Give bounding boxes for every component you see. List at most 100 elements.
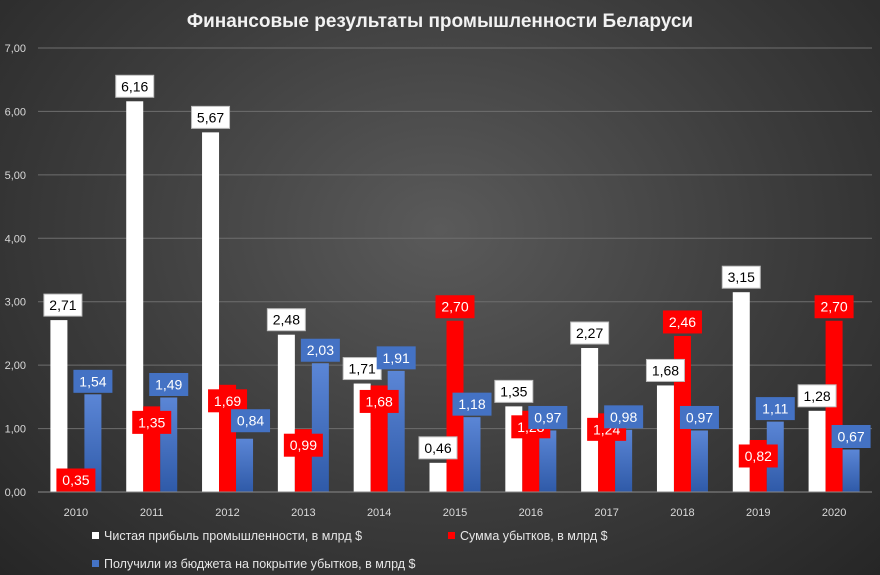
data-label-box bbox=[721, 265, 761, 289]
data-label: 1,18 bbox=[452, 392, 492, 416]
data-label-text: 2,27 bbox=[576, 325, 603, 341]
data-label: 0,46 bbox=[418, 436, 458, 460]
data-label-box bbox=[814, 295, 854, 319]
bar bbox=[387, 370, 405, 492]
data-label: 1,35 bbox=[494, 379, 534, 403]
data-label-text: 1,35 bbox=[138, 414, 165, 430]
data-label: 0,67 bbox=[831, 425, 871, 449]
data-label: 2,70 bbox=[814, 295, 854, 319]
data-label-text: 1,91 bbox=[383, 350, 410, 366]
data-label-box bbox=[191, 105, 231, 129]
data-label: 1,71 bbox=[342, 357, 382, 381]
y-tick-label: 6,00 bbox=[5, 106, 26, 118]
bar bbox=[429, 462, 447, 492]
data-label-box bbox=[418, 436, 458, 460]
bar bbox=[236, 438, 254, 492]
data-label-box bbox=[604, 405, 644, 429]
data-label-text: 2,03 bbox=[307, 342, 334, 358]
data-label: 0,97 bbox=[679, 405, 719, 429]
data-label: 1,91 bbox=[376, 346, 416, 370]
data-label: 1,68 bbox=[359, 389, 399, 413]
legend-swatch-profit bbox=[92, 532, 99, 539]
data-label-text: 1,11 bbox=[762, 401, 788, 417]
data-label: 1,49 bbox=[149, 372, 189, 396]
data-label-text: 0,84 bbox=[237, 413, 264, 429]
data-label-text: 0,97 bbox=[686, 409, 713, 425]
data-label: 2,46 bbox=[662, 310, 702, 334]
data-label: 2,48 bbox=[266, 308, 306, 332]
y-tick-label: 7,00 bbox=[5, 43, 26, 55]
bar bbox=[690, 430, 708, 492]
x-tick-label: 2014 bbox=[367, 507, 391, 519]
data-label-box bbox=[283, 433, 323, 457]
data-label: 1,35 bbox=[132, 410, 172, 434]
data-label-text: 2,71 bbox=[49, 297, 76, 313]
y-tick-label: 2,00 bbox=[5, 360, 26, 372]
data-label-text: 1,69 bbox=[214, 393, 241, 409]
data-labels: 2,71 6,16 5,67 2,48 1,71 0,46 1,35 2,27 1,68 3,15… bbox=[43, 74, 871, 492]
data-label-box bbox=[452, 392, 492, 416]
data-label: 3,15 bbox=[721, 265, 761, 289]
data-label-text: 1,49 bbox=[155, 376, 182, 392]
data-label-text: 0,67 bbox=[837, 429, 864, 445]
data-label-text: 1,18 bbox=[458, 396, 485, 412]
bar bbox=[539, 430, 557, 492]
y-tick-label: 5,00 bbox=[5, 170, 26, 182]
x-tick-label: 2013 bbox=[291, 507, 315, 519]
data-label-box bbox=[755, 397, 795, 421]
data-label-text: 3,15 bbox=[728, 269, 755, 285]
data-label-text: 1,35 bbox=[500, 383, 527, 399]
data-label: 2,70 bbox=[435, 295, 475, 319]
data-label-box bbox=[435, 295, 475, 319]
data-label-text: 0,35 bbox=[62, 472, 89, 488]
x-tick-label: 2015 bbox=[443, 507, 467, 519]
y-tick-label: 3,00 bbox=[5, 297, 26, 309]
data-label-text: 1,71 bbox=[349, 361, 376, 377]
data-label-box bbox=[528, 405, 568, 429]
data-label: 0,98 bbox=[604, 405, 644, 429]
data-label-text: 1,68 bbox=[366, 393, 393, 409]
x-tick-label: 2011 bbox=[140, 507, 164, 519]
data-label-text: 1,54 bbox=[79, 373, 106, 389]
data-label: 5,67 bbox=[191, 105, 231, 129]
data-label-box bbox=[115, 74, 155, 98]
legend: Чистая прибыль промышленности, в млрд $ … bbox=[92, 529, 608, 571]
data-label-box bbox=[208, 389, 248, 413]
legend-swatch-losses bbox=[448, 532, 455, 539]
data-label-text: 1,28 bbox=[803, 388, 830, 404]
bar bbox=[732, 292, 750, 492]
x-tick-label: 2018 bbox=[670, 507, 694, 519]
data-label: 1,54 bbox=[73, 369, 113, 393]
data-label: 2,03 bbox=[300, 338, 340, 362]
data-label: 0,99 bbox=[283, 433, 323, 457]
data-label-text: 2,46 bbox=[669, 314, 696, 330]
data-label: 0,84 bbox=[231, 409, 271, 433]
data-label-text: 2,70 bbox=[441, 299, 468, 315]
data-label: 1,68 bbox=[645, 358, 685, 382]
data-label-text: 0,46 bbox=[424, 440, 451, 456]
data-label-box bbox=[149, 372, 189, 396]
bar bbox=[84, 394, 102, 492]
legend-label-budget: Получили из бюджета на покрытие убытков,… bbox=[104, 557, 416, 571]
data-label-text: 2,48 bbox=[273, 312, 300, 328]
data-label-box bbox=[300, 338, 340, 362]
data-label-text: 1,68 bbox=[652, 362, 679, 378]
bar bbox=[311, 363, 329, 492]
data-label: 1,11 bbox=[755, 397, 795, 421]
data-label-text: 6,16 bbox=[121, 78, 148, 94]
bar bbox=[656, 385, 674, 492]
data-label-box bbox=[662, 310, 702, 334]
chart-title: Финансовые результаты промышленности Бел… bbox=[187, 11, 693, 32]
data-label: 2,71 bbox=[43, 293, 83, 317]
data-label: 1,69 bbox=[208, 389, 248, 413]
bar bbox=[615, 429, 633, 492]
legend-swatch-budget bbox=[92, 560, 99, 567]
data-label-box bbox=[570, 321, 610, 345]
data-label: 0,97 bbox=[528, 405, 568, 429]
bar bbox=[202, 132, 220, 493]
x-tick-label: 2020 bbox=[822, 507, 846, 519]
legend-label-profit: Чистая прибыль промышленности, в млрд $ bbox=[104, 529, 362, 543]
y-tick-label: 4,00 bbox=[5, 233, 26, 245]
